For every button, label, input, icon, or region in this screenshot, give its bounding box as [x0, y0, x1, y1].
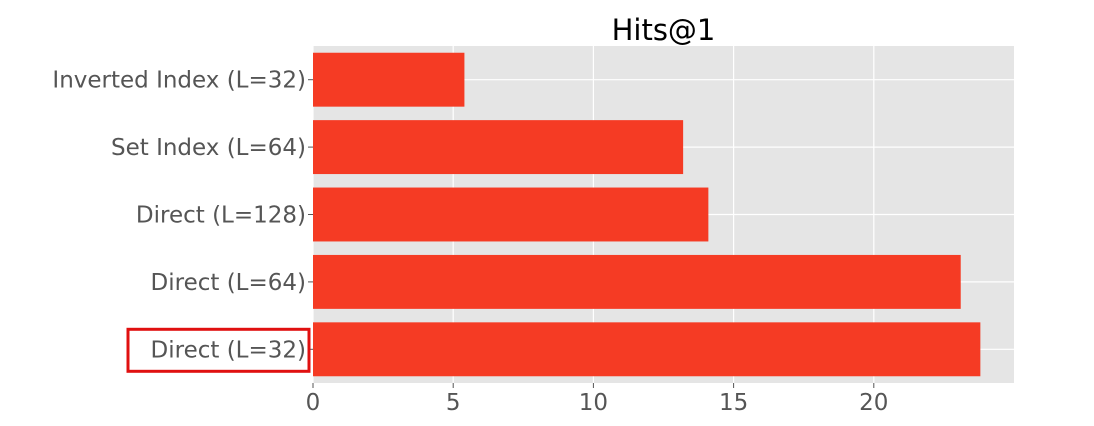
y-tick-label: Direct (L=64)	[151, 270, 306, 296]
bars	[313, 52, 981, 377]
y-tick-label: Direct (L=128)	[136, 203, 306, 229]
chart-title: Hits@1	[612, 13, 716, 47]
y-tick-label: Direct (L=32)	[151, 337, 306, 363]
bar	[313, 254, 961, 309]
highlight-box	[126, 327, 311, 373]
x-tick-label: 10	[579, 390, 608, 416]
x-tick-labels: 0 5 10 15 20	[306, 383, 888, 416]
x-tick-label: 20	[859, 390, 888, 416]
bar	[313, 322, 981, 377]
y-tick-label: Inverted Index (L=32)	[52, 68, 306, 94]
x-tick-label: 15	[719, 390, 748, 416]
x-tick-label: 5	[446, 390, 461, 416]
bar	[313, 187, 709, 242]
y-tick-labels: Inverted Index (L=32) Set Index (L=64) Dir…	[52, 68, 313, 363]
bar	[313, 52, 465, 107]
x-tick-label: 0	[306, 390, 321, 416]
y-tick-label: Set Index (L=64)	[111, 135, 306, 161]
bar	[313, 120, 684, 175]
